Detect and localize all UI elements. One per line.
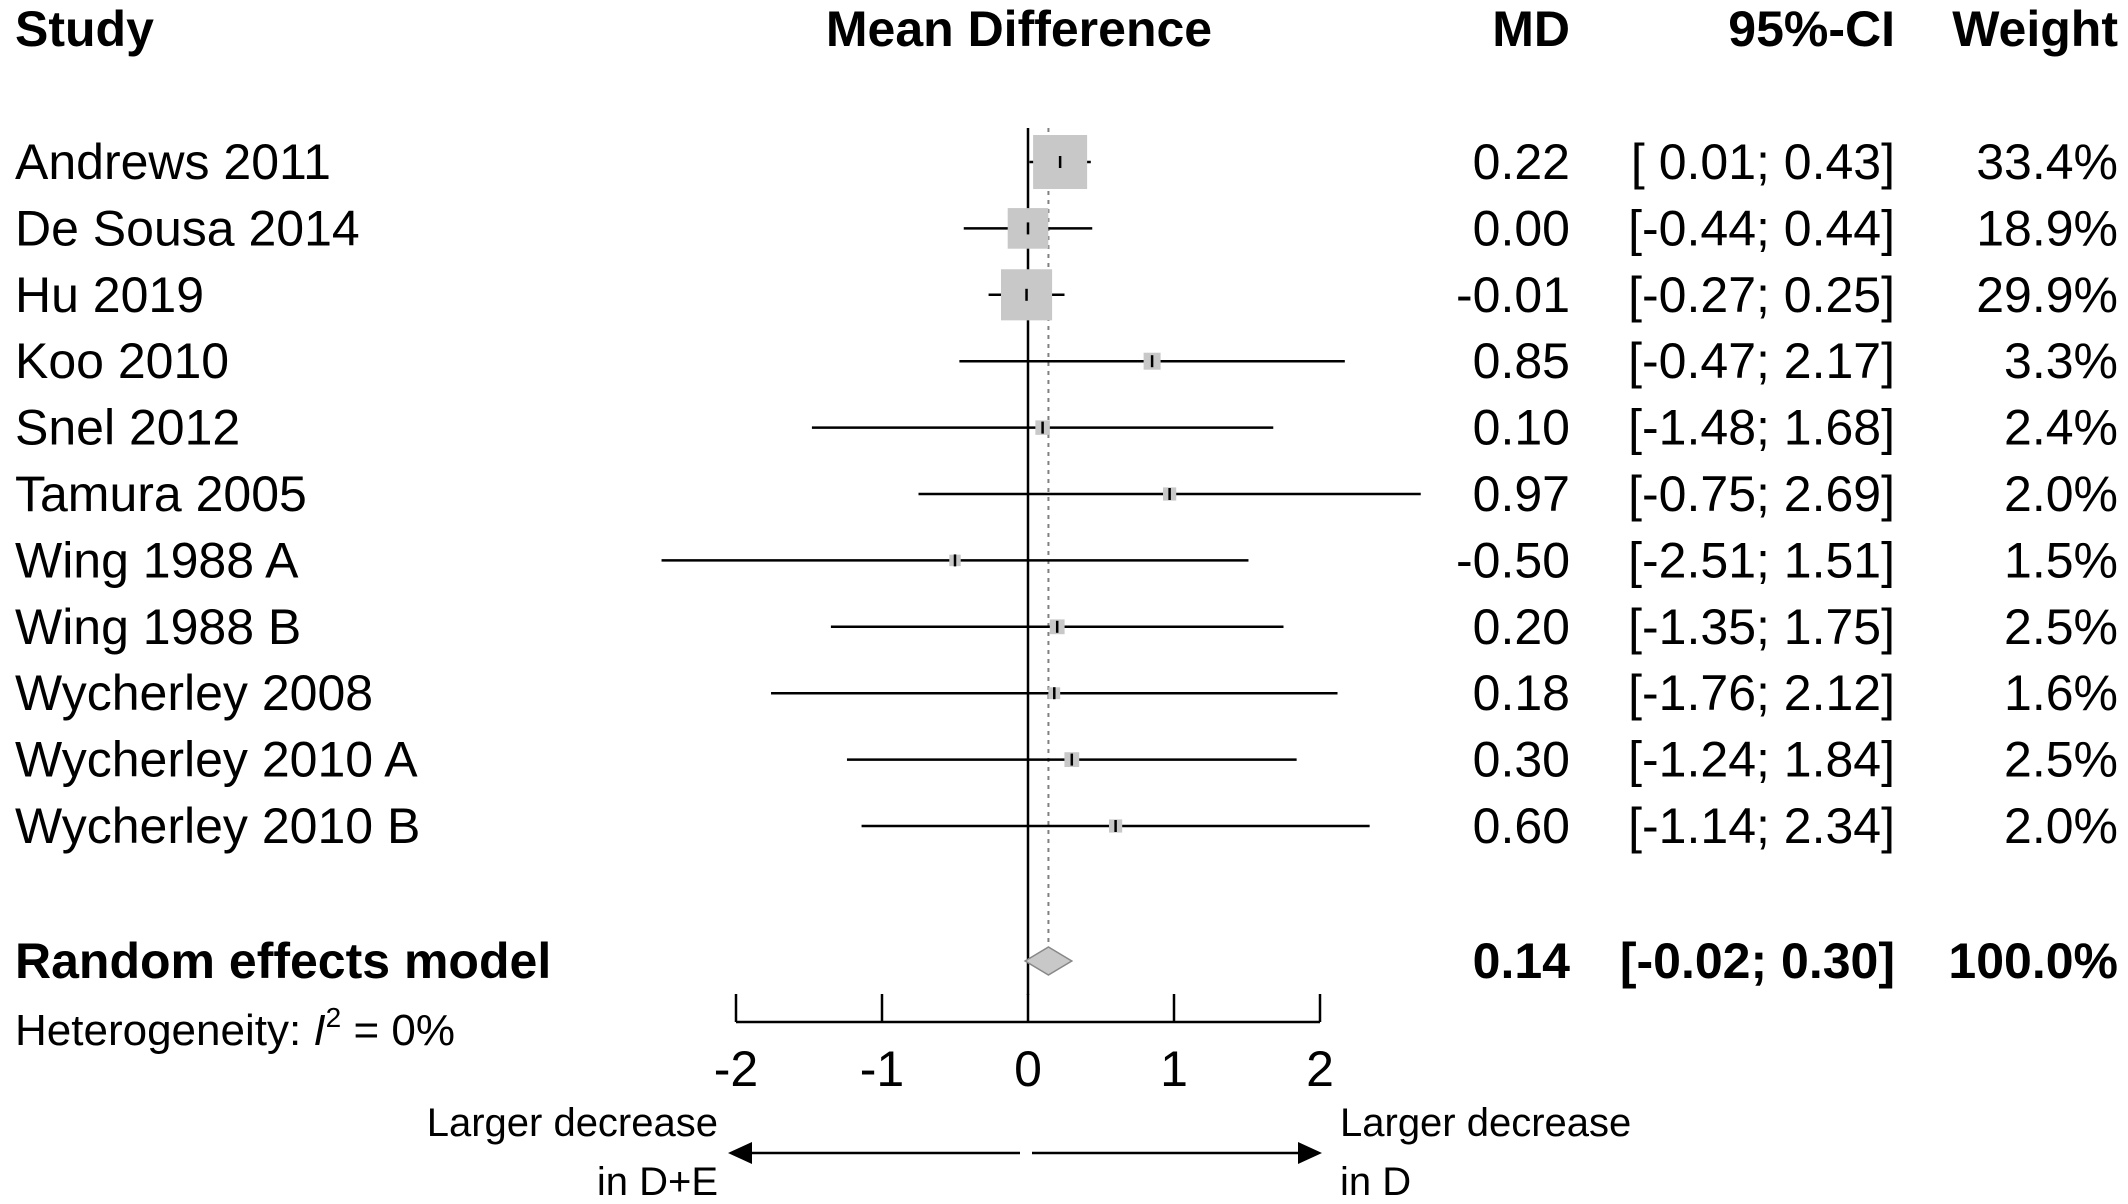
study-name: Wycherley 2010 B bbox=[15, 798, 420, 854]
header-weight: Weight bbox=[1952, 1, 2118, 57]
study-name: Wycherley 2008 bbox=[15, 665, 373, 721]
column-headers: Study Mean Difference MD 95%-CI Weight bbox=[15, 1, 2118, 57]
ci-value: [-0.47; 2.17] bbox=[1628, 333, 1895, 389]
weight-value: 2.0% bbox=[2004, 466, 2118, 522]
pooled-diamond bbox=[1023, 946, 1074, 976]
study-name: Hu 2019 bbox=[15, 267, 204, 323]
ci-value: [-1.48; 1.68] bbox=[1628, 400, 1895, 456]
weight-value: 1.5% bbox=[2004, 532, 2118, 588]
header-mean-difference: Mean Difference bbox=[826, 1, 1212, 57]
pooled-weight-value: 100.0% bbox=[1948, 933, 2118, 989]
study-name: Snel 2012 bbox=[15, 400, 240, 456]
heterogeneity-label: Heterogeneity: I2 = 0% bbox=[15, 1002, 455, 1055]
md-value: 0.60 bbox=[1473, 798, 1570, 854]
md-value: -0.01 bbox=[1456, 267, 1570, 323]
study-name: Andrews 2011 bbox=[15, 134, 331, 190]
weight-value: 29.9% bbox=[1976, 267, 2118, 323]
direction-label-right-line2: in D bbox=[1340, 1160, 1411, 1204]
ci-value: [-2.51; 1.51] bbox=[1628, 532, 1895, 588]
md-value: 0.97 bbox=[1473, 466, 1570, 522]
weight-value: 18.9% bbox=[1976, 200, 2118, 256]
md-value: 0.22 bbox=[1473, 134, 1570, 190]
header-study: Study bbox=[15, 1, 154, 57]
x-tick-label: 2 bbox=[1306, 1041, 1334, 1097]
study-name: Wing 1988 B bbox=[15, 599, 301, 655]
left-arrow-head bbox=[728, 1142, 752, 1164]
x-tick-label: 0 bbox=[1014, 1041, 1042, 1097]
direction-label-left-line1: Larger decrease bbox=[427, 1101, 718, 1145]
heterogeneity-symbol: I bbox=[313, 1006, 325, 1055]
weight-value: 3.3% bbox=[2004, 333, 2118, 389]
x-tick-label: -2 bbox=[714, 1041, 758, 1097]
ci-value: [-1.24; 1.84] bbox=[1628, 732, 1895, 788]
direction-label-left-line2: in D+E bbox=[597, 1160, 718, 1204]
study-name: Tamura 2005 bbox=[15, 466, 307, 522]
ci-value: [-0.44; 0.44] bbox=[1628, 200, 1895, 256]
study-name: Wycherley 2010 A bbox=[15, 732, 418, 788]
ci-value: [-1.14; 2.34] bbox=[1628, 798, 1895, 854]
md-value: 0.30 bbox=[1473, 732, 1570, 788]
pooled-md-value: 0.14 bbox=[1473, 933, 1571, 989]
weight-value: 33.4% bbox=[1976, 134, 2118, 190]
md-value: 0.10 bbox=[1473, 400, 1570, 456]
md-value: 0.18 bbox=[1473, 665, 1570, 721]
md-value: 0.00 bbox=[1473, 200, 1570, 256]
pooled-ci-value: [-0.02; 0.30] bbox=[1620, 933, 1895, 989]
ci-value: [-0.75; 2.69] bbox=[1628, 466, 1895, 522]
heterogeneity-superscript: 2 bbox=[326, 1002, 342, 1033]
right-arrow-head bbox=[1298, 1142, 1322, 1164]
x-tick-label: 1 bbox=[1160, 1041, 1188, 1097]
study-marks bbox=[661, 135, 1421, 976]
weight-value: 2.5% bbox=[2004, 599, 2118, 655]
md-value: 0.20 bbox=[1473, 599, 1570, 655]
x-tick-label: -1 bbox=[860, 1041, 904, 1097]
md-value: 0.85 bbox=[1473, 333, 1570, 389]
weight-value: 2.5% bbox=[2004, 732, 2118, 788]
heterogeneity-prefix: Heterogeneity: bbox=[15, 1006, 313, 1055]
pooled-label: Random effects model bbox=[15, 933, 551, 989]
md-value: -0.50 bbox=[1456, 532, 1570, 588]
heterogeneity-suffix: = 0% bbox=[341, 1006, 455, 1055]
weight-value: 2.0% bbox=[2004, 798, 2118, 854]
study-name: De Sousa 2014 bbox=[15, 200, 360, 256]
ci-value: [-1.35; 1.75] bbox=[1628, 599, 1895, 655]
weight-value: 1.6% bbox=[2004, 665, 2118, 721]
ci-value: [-0.27; 0.25] bbox=[1628, 267, 1895, 323]
study-name: Koo 2010 bbox=[15, 333, 229, 389]
ci-value: [ 0.01; 0.43] bbox=[1631, 134, 1895, 190]
direction-label-right-line1: Larger decrease bbox=[1340, 1101, 1631, 1145]
study-labels: Andrews 2011 0.22 [ 0.01; 0.43] 33.4% De Sou… bbox=[15, 134, 2118, 1055]
header-ci: 95%-CI bbox=[1728, 1, 1895, 57]
study-name: Wing 1988 A bbox=[15, 532, 299, 588]
weight-value: 2.4% bbox=[2004, 400, 2118, 456]
header-md: MD bbox=[1492, 1, 1570, 57]
ci-value: [-1.76; 2.12] bbox=[1628, 665, 1895, 721]
